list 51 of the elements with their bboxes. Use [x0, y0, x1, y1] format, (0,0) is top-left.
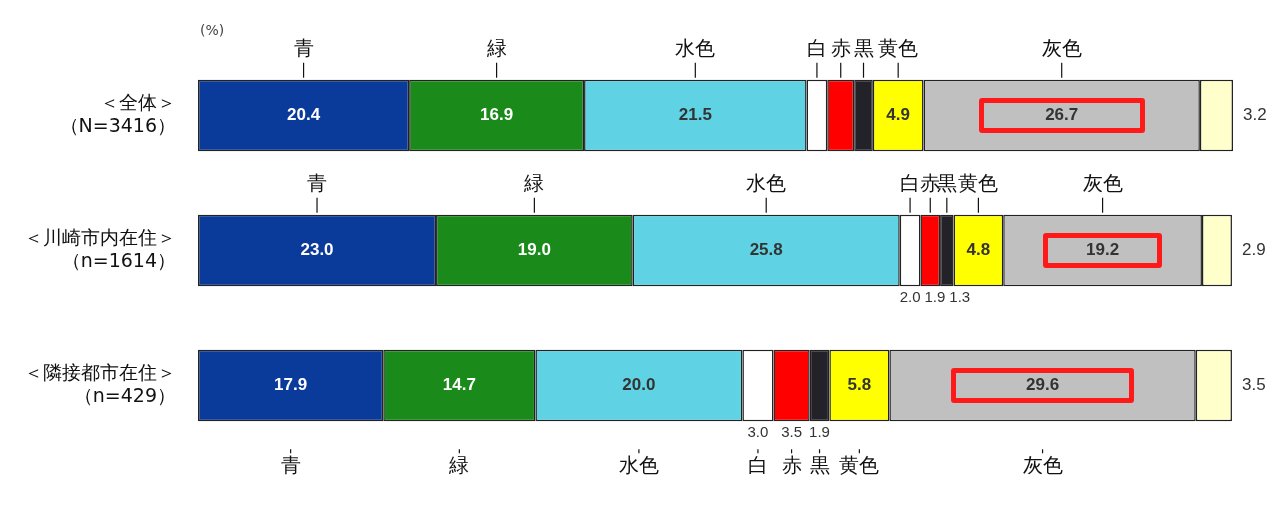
text: 青: [293, 35, 314, 60]
data-label: 29.6: [1026, 375, 1060, 395]
series-label: 青: [307, 170, 328, 195]
text: 黒: [936, 170, 957, 195]
data-label: 21.5: [678, 105, 712, 125]
y-tick-label: ＜川崎市内在住＞（n=1614）: [24, 226, 176, 271]
text: 白: [900, 170, 921, 195]
data-label: 4.8: [966, 240, 991, 260]
data-label: 3.2: [1243, 105, 1267, 125]
data-label: 2.0: [899, 288, 921, 306]
text: 白: [747, 453, 768, 478]
data-label: 20.0: [622, 375, 656, 395]
y-tick-label: ＜隣接都市在住＞（n=429）: [24, 361, 176, 406]
data-label: 16.9: [480, 105, 514, 125]
data-label: 4.9: [886, 105, 910, 125]
text: 赤: [781, 453, 802, 478]
series-label: 水色: [746, 170, 787, 195]
text: 水色: [675, 35, 716, 60]
data-label: 26.7: [1045, 105, 1079, 125]
text: 青: [280, 453, 301, 478]
series-label: 赤: [830, 35, 851, 60]
series-label: 黒: [853, 35, 874, 60]
text: 水色: [618, 453, 659, 478]
series-label: 黄色: [878, 35, 919, 60]
text: 緑: [449, 453, 470, 478]
series-label: 緑: [523, 170, 545, 195]
data-label: 3.5: [1241, 375, 1266, 395]
data-label: 3.5: [781, 423, 802, 441]
text: 緑: [486, 35, 507, 60]
data-label: 20.4: [287, 105, 321, 125]
series-label: 白: [806, 35, 827, 60]
data-label: 3.0: [747, 423, 769, 441]
text: 黄色: [958, 170, 999, 195]
data-label: 17.9: [274, 375, 308, 395]
data-label: 1.9: [809, 423, 830, 441]
data-label: 2.9: [1241, 240, 1266, 260]
series-label: 灰色: [1082, 170, 1123, 195]
text: 黄色: [839, 453, 880, 478]
text: 黒: [809, 453, 830, 478]
y-tick-label: ＜全体＞（N=3416）: [59, 91, 176, 136]
data-label: 1.3: [949, 288, 971, 306]
data-label: 25.8: [749, 240, 783, 260]
text: 灰色: [1022, 453, 1063, 478]
data-label: 19.0: [517, 240, 551, 260]
text: (%): [200, 22, 225, 38]
data-label: 1.9: [924, 288, 946, 306]
data-label: 14.7: [442, 375, 476, 395]
text: 灰色: [1041, 35, 1082, 60]
data-label: 23.0: [300, 240, 334, 260]
data-label: 19.2: [1086, 240, 1120, 260]
data-label: 5.8: [847, 375, 872, 395]
